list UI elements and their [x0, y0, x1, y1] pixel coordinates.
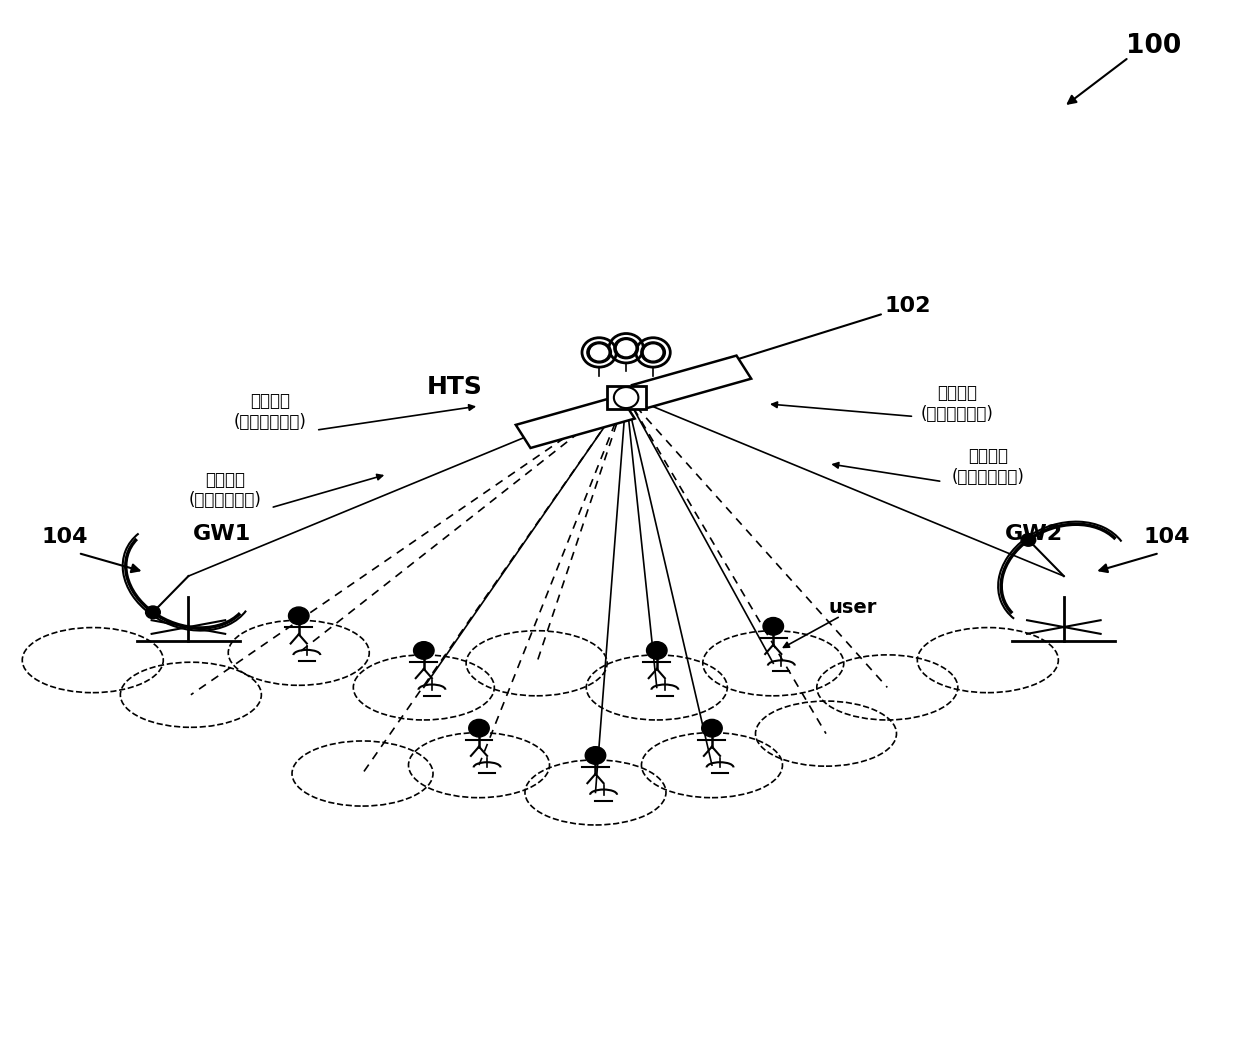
Circle shape: [646, 642, 667, 660]
Text: 前向钉路
(信关上行钉路): 前向钉路 (信关上行钉路): [234, 392, 308, 431]
Circle shape: [702, 719, 722, 737]
Text: 反向钉路
(信关下行钉路): 反向钉路 (信关下行钉路): [188, 470, 262, 510]
Text: 102: 102: [885, 296, 931, 316]
Text: HTS: HTS: [427, 376, 482, 399]
Polygon shape: [632, 355, 751, 409]
Text: 反向钉路
(用户上行钉路): 反向钉路 (用户上行钉路): [921, 384, 993, 423]
Circle shape: [590, 345, 608, 360]
Circle shape: [614, 337, 639, 359]
Text: 前向钉路
(用户下行钉路): 前向钉路 (用户下行钉路): [951, 448, 1024, 486]
Circle shape: [587, 342, 611, 363]
Circle shape: [763, 617, 784, 635]
Text: 100: 100: [1126, 33, 1180, 60]
Circle shape: [289, 608, 309, 625]
Circle shape: [414, 642, 434, 660]
Polygon shape: [606, 386, 646, 410]
Circle shape: [145, 606, 160, 618]
Text: GW1: GW1: [192, 525, 250, 544]
Circle shape: [645, 345, 662, 360]
Circle shape: [641, 342, 666, 363]
Polygon shape: [516, 396, 635, 448]
Text: 104: 104: [1143, 528, 1190, 547]
Circle shape: [1021, 534, 1035, 546]
Text: 104: 104: [41, 528, 88, 547]
Circle shape: [585, 747, 605, 764]
Text: GW2: GW2: [1006, 525, 1064, 544]
Circle shape: [469, 719, 490, 737]
Text: user: user: [828, 598, 877, 617]
Circle shape: [618, 340, 635, 355]
